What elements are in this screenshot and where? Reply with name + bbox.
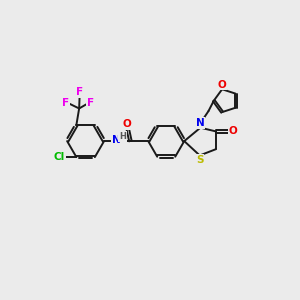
- Text: F: F: [76, 87, 83, 97]
- Text: N: N: [112, 135, 121, 145]
- Text: S: S: [196, 155, 203, 165]
- Text: Cl: Cl: [54, 152, 65, 162]
- Text: O: O: [217, 80, 226, 90]
- Text: N: N: [196, 118, 204, 128]
- Text: F: F: [87, 98, 94, 108]
- Text: O: O: [123, 119, 132, 129]
- Text: O: O: [228, 126, 237, 136]
- Text: F: F: [62, 98, 70, 108]
- Text: H: H: [119, 132, 126, 141]
